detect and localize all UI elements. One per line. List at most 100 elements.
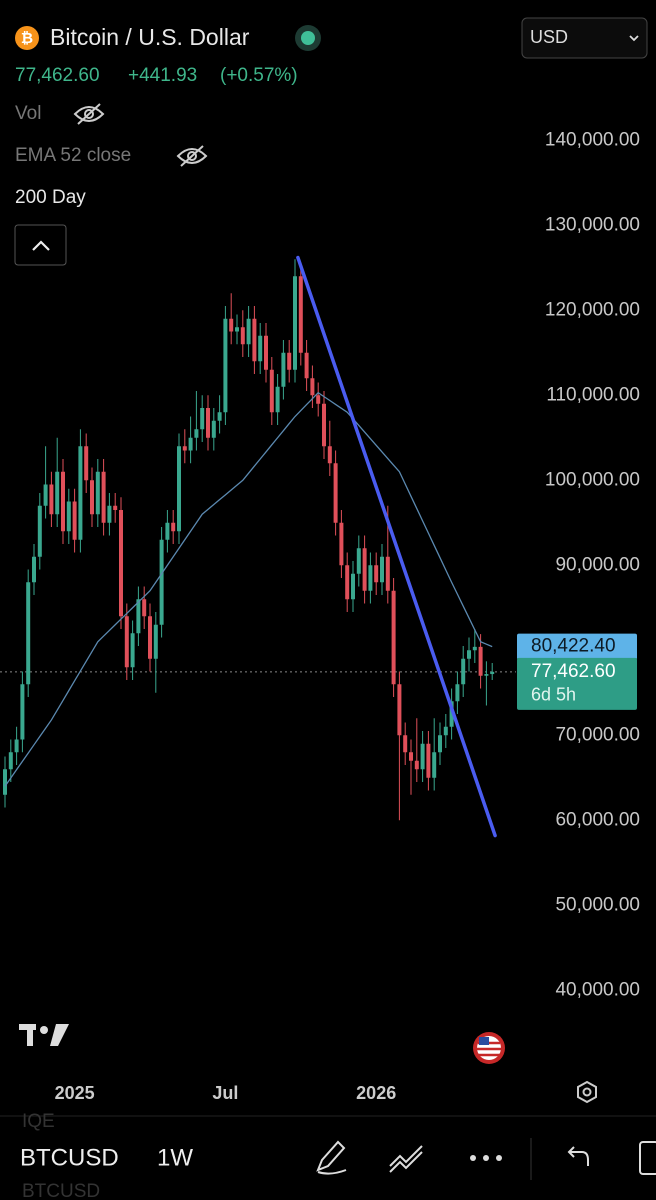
collapse-arrow: [32, 240, 50, 251]
y-tick-label: 90,000.00: [555, 554, 640, 575]
layout-icon[interactable]: [639, 1141, 656, 1175]
candle-body: [461, 658, 466, 685]
vol-label: Vol: [15, 103, 41, 124]
candle-body: [269, 369, 274, 413]
settings-icon[interactable]: [577, 1080, 597, 1104]
toolbar-symbol[interactable]: BTCUSD: [20, 1144, 119, 1171]
candle-body: [72, 501, 77, 540]
candle-body: [95, 471, 100, 515]
candle-body: [438, 735, 442, 753]
study-label: 200 Day: [15, 187, 86, 208]
candle-body: [32, 556, 36, 583]
draw-icon[interactable]: [316, 1140, 347, 1175]
compare-icon[interactable]: [389, 1145, 423, 1173]
settings-dot: [582, 1087, 592, 1097]
toolbar-interval[interactable]: 1W: [157, 1144, 193, 1171]
candle-body: [26, 582, 31, 685]
hide-icon[interactable]: [176, 145, 208, 167]
candle-body: [339, 522, 344, 566]
candle-body: [293, 276, 297, 370]
countdown: 6d 5h: [531, 685, 576, 705]
candle-body: [107, 505, 112, 523]
candle-body: [281, 352, 286, 387]
collapse-button[interactable]: [14, 224, 67, 266]
candle-body: [264, 335, 268, 370]
candle-body: [246, 318, 251, 345]
candle-body: [449, 701, 454, 727]
candle-body: [472, 646, 477, 651]
ghost-text: IQE: [22, 1111, 55, 1132]
candle-body: [84, 446, 89, 481]
candle-body: [316, 395, 321, 404]
candle-body: [165, 522, 170, 540]
candle-body: [380, 556, 384, 583]
y-tick-label: 100,000.00: [545, 469, 640, 490]
candle-body: [14, 739, 19, 753]
candle-body: [327, 446, 332, 464]
ema-price-text: 80,422.40: [531, 636, 616, 657]
candle-body: [159, 539, 164, 625]
candle-body: [235, 327, 239, 332]
candle-body: [188, 437, 193, 451]
candle-body: [298, 276, 303, 353]
candle-body: [333, 463, 338, 523]
more-icon[interactable]: [470, 1155, 502, 1161]
candle-body: [153, 624, 158, 659]
candle-body: [385, 556, 390, 591]
tv-logo: [19, 1024, 69, 1046]
candle-body: [124, 616, 129, 668]
candle-body: [478, 646, 483, 676]
candle-body: [443, 726, 448, 736]
candle-body: [258, 335, 263, 362]
change: +441.93: [128, 65, 197, 86]
candle-body: [304, 352, 309, 379]
candle-body: [467, 650, 471, 659]
candle-body: [182, 446, 187, 451]
candle-body: [484, 674, 489, 676]
candle-body: [345, 565, 350, 600]
candle-body: [490, 671, 495, 675]
hide-icon[interactable]: [73, 103, 105, 125]
candle-body: [374, 565, 379, 583]
candle-body: [206, 408, 210, 438]
currency-select[interactable]: [521, 17, 648, 59]
symbol-name[interactable]: Bitcoin / U.S. Dollar: [50, 24, 250, 50]
candle-body: [3, 769, 7, 795]
candle-body: [61, 471, 65, 532]
candle-body: [432, 752, 437, 778]
undo-icon[interactable]: [567, 1146, 589, 1166]
currency: USD: [530, 27, 568, 47]
candle-body: [20, 684, 25, 740]
candle-body: [37, 505, 42, 557]
candle-body: [403, 735, 408, 753]
candle-body: [8, 752, 13, 770]
candle-body: [420, 743, 425, 770]
change-pct: (+0.57%): [220, 65, 298, 86]
candle-body: [78, 446, 83, 540]
y-tick-label: 60,000.00: [555, 809, 640, 830]
y-tick-label: 110,000.00: [546, 384, 640, 405]
plot: 40,000.00 50,000.00 60,000.00 70,000.00 90,0…: [0, 129, 640, 1103]
ema-line: [4, 391, 493, 787]
flag-canton: [479, 1037, 489, 1045]
candle-body: [397, 684, 402, 736]
candle-body: [119, 510, 123, 617]
candle-body: [287, 352, 292, 370]
candle-body: [177, 446, 181, 532]
candle-body: [136, 599, 141, 634]
coin-icon: [15, 26, 39, 50]
candle-body: [142, 599, 147, 617]
candle-body: [409, 752, 413, 761]
candle-body: [90, 480, 94, 515]
y-tick-label: 70,000.00: [555, 724, 640, 745]
candle-body: [426, 743, 431, 778]
x-tick-label: 2025: [55, 1083, 95, 1103]
x-tick-label: 2026: [356, 1083, 396, 1103]
candle-body: [391, 590, 396, 685]
status-dot: [301, 31, 315, 45]
candle-body: [229, 318, 234, 332]
candle-body: [275, 386, 280, 413]
